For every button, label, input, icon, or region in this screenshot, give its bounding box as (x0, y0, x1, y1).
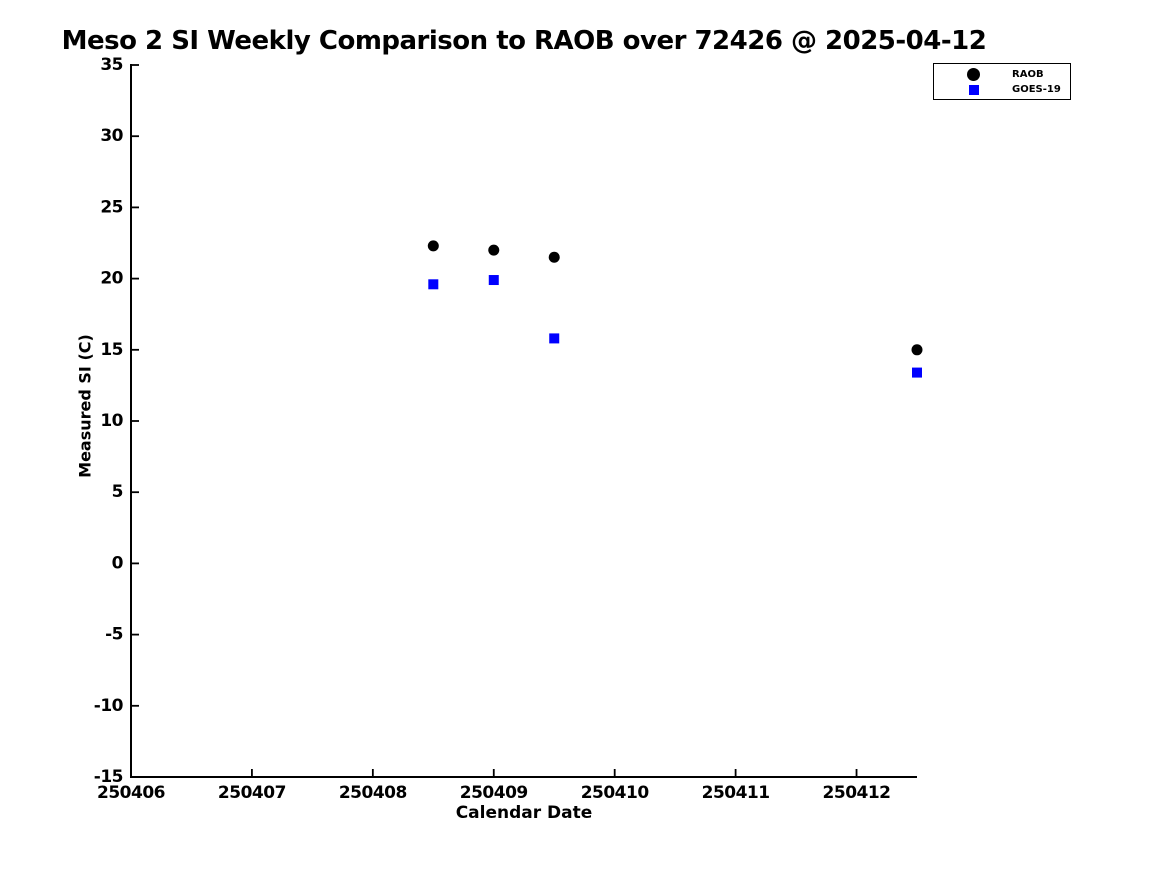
x-tick-label: 250407 (218, 783, 286, 803)
x-tick-label: 250408 (339, 783, 407, 803)
x-tick-label: 250410 (581, 783, 650, 803)
legend-label: RAOB (1012, 69, 1044, 80)
data-point-raob (911, 344, 923, 356)
x-axis-label: Calendar Date (455, 803, 593, 823)
y-tick-label: -10 (94, 696, 124, 716)
data-point-raob (488, 244, 500, 256)
y-tick-label: -15 (94, 767, 123, 787)
legend-item-raob: RAOB (934, 67, 1070, 82)
y-tick-label: 30 (100, 126, 123, 146)
circle-marker-icon (967, 68, 980, 81)
y-axis-label: Measured SI (C) (75, 334, 95, 478)
y-tick-label: 15 (100, 340, 123, 360)
chart-title: Meso 2 SI Weekly Comparison to RAOB over… (61, 26, 987, 56)
y-tick-label: 20 (100, 269, 123, 289)
legend-label: GOES-19 (1012, 84, 1061, 95)
data-point-goes-19 (549, 333, 560, 344)
data-point-raob (427, 240, 439, 252)
square-marker-icon (967, 83, 980, 96)
y-tick-label: 35 (100, 55, 123, 75)
x-tick-label: 250412 (823, 783, 891, 803)
legend: RAOB GOES-19 (933, 63, 1071, 100)
data-point-goes-19 (428, 279, 439, 290)
data-point-raob (548, 251, 560, 263)
data-point-goes-19 (912, 367, 922, 378)
y-tick-label: 25 (100, 197, 123, 217)
x-tick-label: 250409 (460, 783, 528, 803)
x-tick-label: 250411 (702, 783, 770, 803)
y-tick-label: 10 (100, 411, 123, 431)
y-tick-label: 5 (112, 482, 123, 502)
y-tick-label: 0 (112, 553, 124, 573)
x-tick-label: 250406 (97, 783, 165, 803)
data-point-goes-19 (488, 275, 499, 286)
y-tick-label: -5 (105, 625, 123, 645)
legend-item-goes-19: GOES-19 (934, 82, 1070, 97)
